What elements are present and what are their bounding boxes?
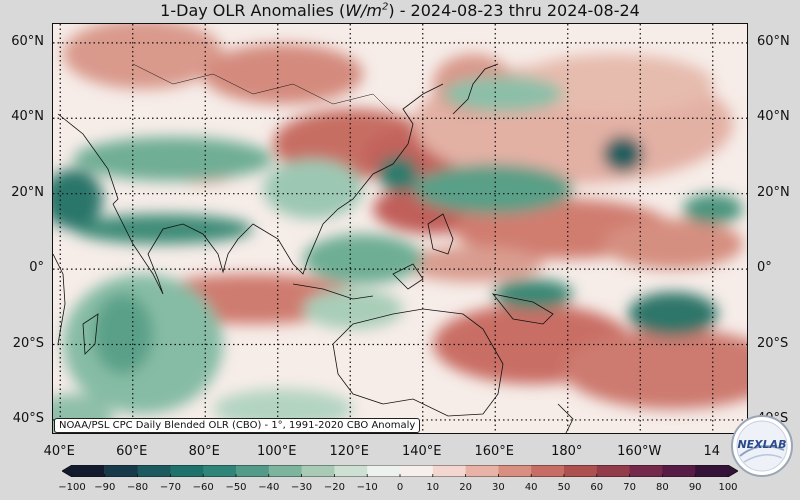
colorbar-tick-label: −90 (94, 482, 116, 493)
title-suffix: ) - 2024-08-23 thru 2024-08-24 (388, 1, 640, 20)
title-unit-exp: 2 (381, 1, 389, 13)
lon-label: 160°W (617, 444, 662, 459)
coast-india (112, 203, 239, 295)
colorbar-segment (301, 465, 335, 477)
colorbar-tick-label: −30 (291, 482, 313, 493)
colorbar-segment (203, 465, 237, 477)
colorbar-segment (498, 465, 532, 477)
colorbar-segment (564, 465, 598, 477)
colorbar-segment (367, 465, 401, 477)
lat-label-right: 40°N (757, 109, 790, 125)
colorbar-segment (62, 465, 105, 477)
map-svg (53, 24, 747, 433)
colorbar-tick-label: 70 (623, 482, 636, 493)
colorbar-tick-label: −100 (58, 482, 86, 493)
colorbar-tick-label: 80 (656, 482, 669, 493)
colorbar (61, 462, 739, 478)
coastlines (53, 63, 574, 433)
lat-label-right: 20°N (757, 184, 790, 200)
colorbar-tick-label: 30 (492, 482, 505, 493)
title-unit-base: W/m (345, 1, 382, 20)
colorbar-tick-label: −20 (323, 482, 345, 493)
lat-label-left: 20°S (12, 335, 44, 351)
lon-label: 60°E (116, 444, 148, 459)
lon-label: 180° (551, 444, 583, 459)
colorbar-segment (596, 465, 631, 477)
lat-label-left: 60°N (11, 33, 44, 49)
colorbar-segment (629, 465, 663, 477)
coast-new-guinea (492, 293, 554, 325)
colorbar-tick-label: −60 (192, 482, 214, 493)
colorbar-segment (662, 465, 696, 477)
logo-text: NEXLAB (737, 438, 786, 451)
colorbar-segment (400, 465, 434, 477)
colorbar-segment (334, 465, 368, 477)
nexlab-logo: NEXLAB (730, 414, 794, 478)
lat-label-left: 40°N (11, 109, 44, 125)
olr-anomaly-map (52, 23, 748, 434)
colorbar-tick-label: −50 (225, 482, 247, 493)
lat-label-right: 0° (757, 260, 772, 276)
colorbar-tick-label: 90 (688, 482, 702, 493)
colorbar-segment (531, 465, 565, 477)
colorbar-segment (170, 465, 204, 477)
lat-label-left: 40°S (12, 410, 44, 426)
colorbar-tick-label: −40 (258, 482, 280, 493)
colorbar-segment (236, 465, 270, 477)
colorbar-segment (137, 465, 171, 477)
data-source-credit: NOAA/PSL CPC Daily Blended OLR (CBO) - 1… (54, 418, 421, 433)
anomaly-field (53, 24, 747, 433)
coast-sumatra-java (292, 283, 374, 300)
colorbar-tick-label: 60 (590, 482, 604, 493)
colorbar-segment (432, 465, 467, 477)
coast-japan (452, 63, 499, 115)
coast-arabia (57, 113, 119, 205)
colorbar-segment (104, 465, 139, 477)
colorbar-tick-label: −70 (159, 482, 181, 493)
lon-label: 14 (703, 444, 721, 459)
colorbar-svg (61, 464, 739, 478)
coast-east-asia (237, 83, 444, 275)
coast-borneo (392, 263, 424, 290)
colorbar-segment (465, 465, 499, 477)
coast-australia (332, 308, 504, 417)
map-title: 1-Day OLR Anomalies (W/m2) - 2024-08-23 … (0, 1, 800, 20)
colorbar-segment (695, 465, 738, 477)
lat-label-right: 20°S (757, 335, 789, 351)
colorbar-tick-label: −80 (127, 482, 149, 493)
lon-label: 120°E (329, 444, 370, 459)
lat-label-right: 60°N (757, 33, 790, 49)
colorbar-tick-label: 100 (718, 482, 738, 493)
coast-philippines (427, 213, 454, 255)
colorbar-tick-label: −10 (356, 482, 378, 493)
title-prefix: 1-Day OLR Anomalies ( (160, 1, 346, 20)
colorbar-tick-label: 0 (396, 482, 404, 493)
lon-label: 40°E (43, 444, 75, 459)
lon-label: 140°E (401, 444, 442, 459)
lon-label: 100°E (256, 444, 297, 459)
lon-label: 160°E (474, 444, 515, 459)
colorbar-tick-label: 50 (557, 482, 571, 493)
colorbar-tick-label: 10 (426, 482, 440, 493)
colorbar-segment (268, 465, 303, 477)
lon-label: 80°E (188, 444, 220, 459)
coast-africa (53, 253, 66, 345)
colorbar-tick-label: 20 (459, 482, 472, 493)
country-borders (132, 63, 394, 115)
lat-label-left: 0° (29, 260, 44, 276)
colorbar-tick-label: 40 (524, 482, 538, 493)
lat-label-left: 20°N (11, 184, 44, 200)
